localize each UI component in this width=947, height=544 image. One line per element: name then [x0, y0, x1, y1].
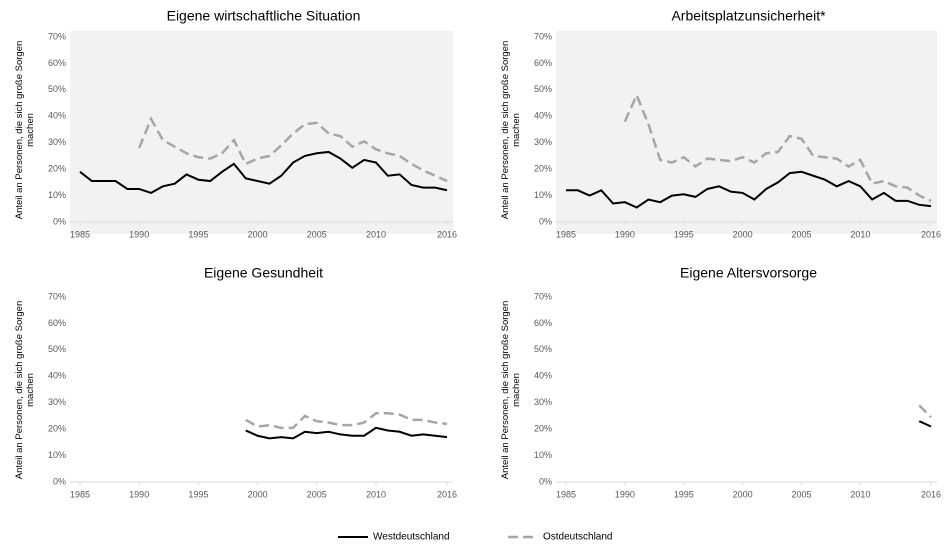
y-tick-label: 70%: [534, 291, 552, 301]
chart-title: Eigene wirtschaftliche Situation: [167, 8, 361, 24]
legend-label: Westdeutschland: [373, 532, 450, 543]
plot-area: [556, 291, 937, 494]
y-tick-label: 60%: [48, 318, 66, 328]
x-tick-label: 1985: [556, 229, 576, 239]
x-tick-label: 1990: [129, 229, 149, 239]
x-tick-label: 2000: [248, 489, 268, 499]
legend-label: Ostdeutschland: [543, 532, 613, 543]
y-tick-label: 30%: [48, 397, 66, 407]
x-tick-label: 2000: [733, 229, 753, 239]
x-tick-label: 2016: [921, 229, 941, 239]
series-line: [918, 404, 932, 419]
x-tick-label: 2010: [366, 489, 386, 499]
y-tick-label: 0%: [539, 216, 552, 226]
y-tick-label: 60%: [48, 58, 66, 68]
y-tick-label: 60%: [534, 58, 552, 68]
y-tick-label: 30%: [48, 137, 66, 147]
y-tick-label: 40%: [534, 371, 552, 381]
y-tick-label: 0%: [53, 216, 66, 226]
x-tick-label: 1995: [188, 489, 208, 499]
y-tick-label: 30%: [534, 397, 552, 407]
y-tick-label: 20%: [534, 424, 552, 434]
chart-title: Arbeitsplatzunsicherheit*: [671, 8, 826, 24]
y-tick-label: 50%: [48, 344, 66, 354]
y-axis-label: Anteil an Personen, die sich große Sorge…: [14, 300, 36, 479]
y-tick-label: 0%: [53, 476, 66, 486]
x-tick-label: 1985: [556, 489, 576, 499]
x-tick-label: 1995: [188, 229, 208, 239]
plot-area: [556, 31, 937, 234]
y-tick-label: 50%: [534, 344, 552, 354]
y-tick-label: 20%: [48, 164, 66, 174]
y-tick-label: 10%: [534, 190, 552, 200]
x-tick-label: 2010: [850, 489, 870, 499]
x-tick-label: 2005: [791, 229, 811, 239]
x-tick-label: 1985: [70, 489, 90, 499]
chart-title: Eigene Gesundheit: [204, 265, 323, 281]
y-tick-label: 10%: [48, 190, 66, 200]
series-line: [918, 420, 932, 428]
x-tick-label: 2005: [307, 229, 327, 239]
series-line: [245, 412, 448, 430]
plot-area: [70, 291, 453, 494]
y-tick-label: 20%: [534, 164, 552, 174]
x-tick-label: 1990: [129, 489, 149, 499]
y-tick-label: 0%: [539, 476, 552, 486]
y-tick-label: 60%: [534, 318, 552, 328]
x-tick-label: 2005: [791, 489, 811, 499]
x-tick-label: 2010: [850, 229, 870, 239]
x-tick-label: 1985: [70, 229, 90, 239]
x-tick-label: 1990: [615, 489, 635, 499]
x-tick-label: 1995: [674, 489, 694, 499]
y-axis-label: Anteil an Personen, die sich große Sorge…: [500, 40, 522, 219]
y-tick-label: 40%: [48, 371, 66, 381]
y-tick-label: 20%: [48, 424, 66, 434]
y-axis-label: Anteil an Personen, die sich große Sorge…: [14, 40, 36, 219]
y-tick-label: 10%: [48, 450, 66, 460]
plot-area: [70, 31, 453, 234]
x-tick-label: 2000: [733, 489, 753, 499]
y-tick-label: 70%: [48, 31, 66, 41]
y-tick-label: 10%: [534, 450, 552, 460]
y-tick-label: 70%: [534, 31, 552, 41]
x-tick-label: 2016: [437, 229, 457, 239]
y-tick-label: 50%: [48, 84, 66, 94]
y-tick-label: 30%: [534, 137, 552, 147]
x-tick-label: 2005: [307, 489, 327, 499]
y-tick-label: 70%: [48, 291, 66, 301]
x-tick-label: 2016: [437, 489, 457, 499]
x-tick-label: 2000: [248, 229, 268, 239]
series-line: [566, 170, 932, 209]
x-tick-label: 2016: [921, 489, 941, 499]
series-line: [623, 91, 932, 202]
y-tick-label: 40%: [48, 111, 66, 121]
y-tick-label: 50%: [534, 84, 552, 94]
y-tick-label: 40%: [534, 111, 552, 121]
x-tick-label: 1995: [674, 229, 694, 239]
chart-title: Eigene Altersvorsorge: [680, 265, 817, 281]
x-tick-label: 2010: [366, 229, 386, 239]
series-line: [79, 150, 448, 195]
y-axis-label: Anteil an Personen, die sich große Sorge…: [500, 300, 522, 479]
series-line: [245, 426, 448, 440]
x-tick-label: 1990: [615, 229, 635, 239]
